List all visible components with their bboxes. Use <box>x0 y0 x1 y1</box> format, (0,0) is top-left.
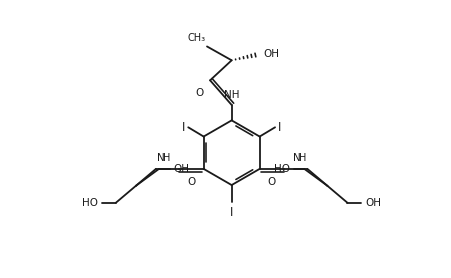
Text: NH: NH <box>223 90 239 100</box>
Text: CH₃: CH₃ <box>187 33 205 43</box>
Text: OH: OH <box>173 164 189 174</box>
Text: H: H <box>299 153 306 163</box>
Text: O: O <box>187 177 195 187</box>
Text: O: O <box>267 177 276 187</box>
Text: N: N <box>156 153 164 163</box>
Text: OH: OH <box>262 49 279 59</box>
Text: I: I <box>277 121 281 134</box>
Text: HO: HO <box>82 198 98 208</box>
Text: O: O <box>195 88 203 98</box>
Text: H: H <box>163 153 170 163</box>
Text: I: I <box>181 121 185 134</box>
Text: I: I <box>230 206 233 219</box>
Text: N: N <box>292 153 300 163</box>
Text: HO: HO <box>273 164 289 174</box>
Text: OH: OH <box>364 198 380 208</box>
